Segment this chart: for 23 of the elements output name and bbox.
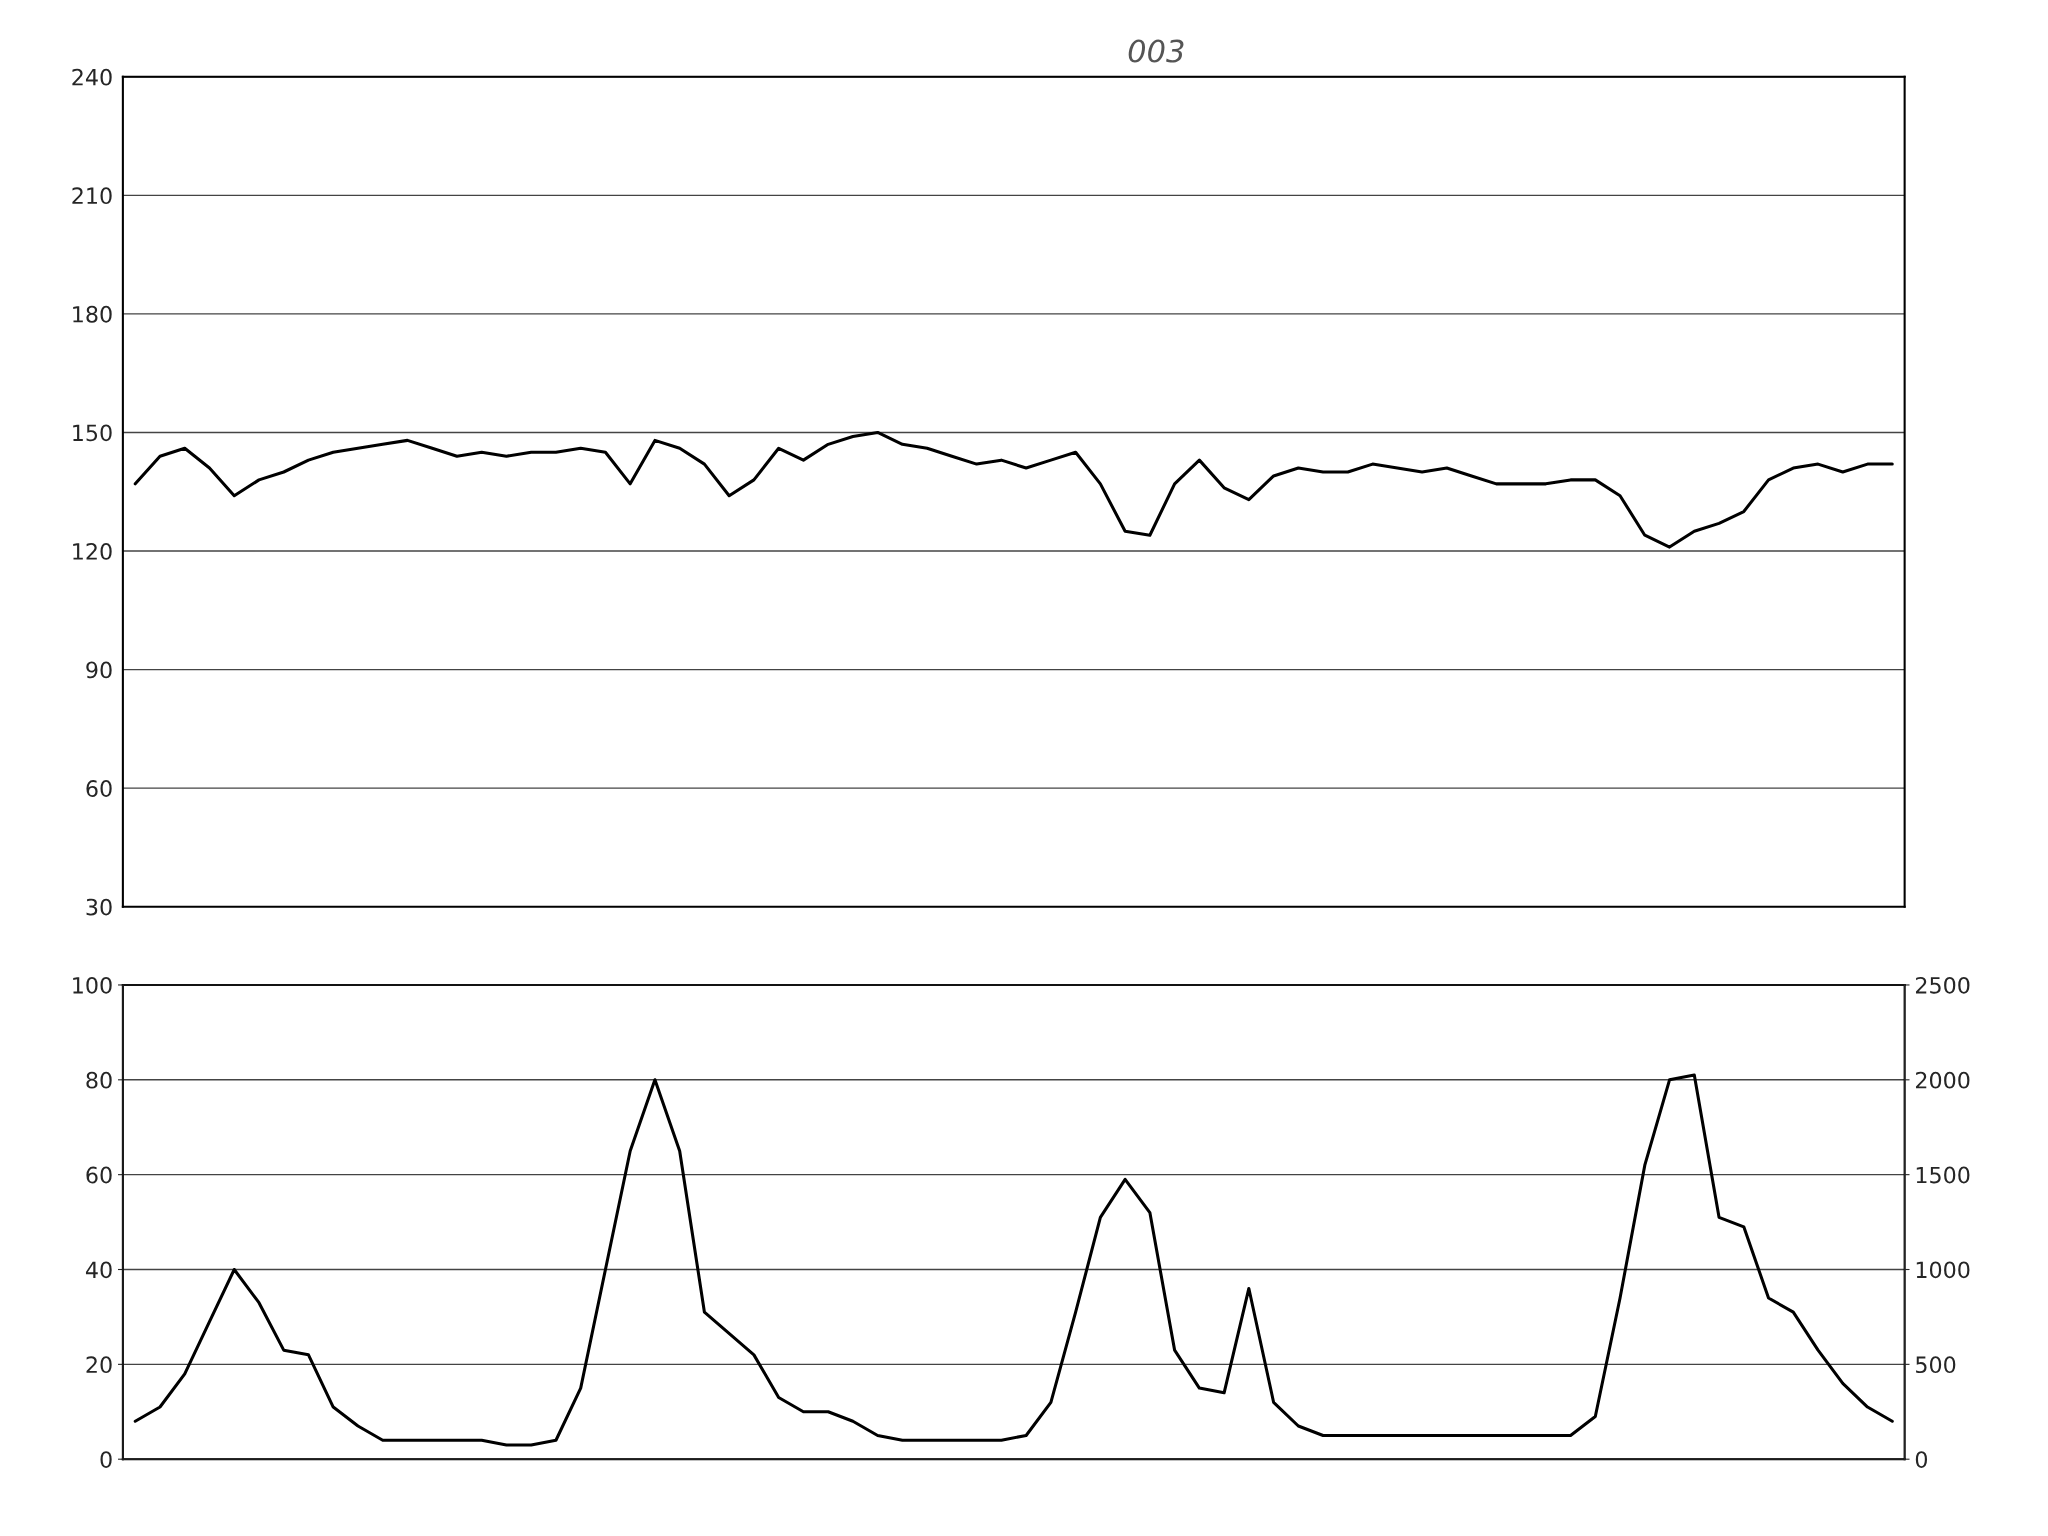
y2-tick-label: 2000	[1915, 1071, 1970, 1089]
y2-tick-label: 1000	[1916, 1261, 1970, 1279]
y-tick-label: 210	[72, 187, 112, 205]
text: 003	[1128, 39, 1184, 63]
y-tick-label: 80	[86, 1071, 112, 1089]
line-series	[133, 1073, 1894, 1447]
y-tick-label: 60	[86, 780, 112, 797]
y-tick-label: 60	[86, 1166, 112, 1184]
y-tick-label: 120	[73, 542, 112, 560]
y-tick-label: 30	[86, 898, 112, 916]
y2-tick-label: 0	[1915, 1451, 1928, 1468]
y-tick-label: 0	[100, 1451, 112, 1468]
y-tick-label: 20	[86, 1356, 112, 1374]
line-series	[133, 430, 1894, 549]
y2-tick-label: 2500	[1915, 976, 1970, 994]
y2-tick-label: 1500	[1916, 1166, 1970, 1184]
y-tick-label: 150	[73, 424, 112, 442]
y-tick-label: 40	[85, 1261, 112, 1279]
y-tick-label: 240	[72, 68, 112, 86]
y2-tick-label: 500	[1916, 1356, 1956, 1374]
y-tick-label: 100	[73, 976, 112, 994]
y-tick-label: 180	[73, 305, 112, 323]
y-tick-label: 90	[86, 661, 112, 679]
